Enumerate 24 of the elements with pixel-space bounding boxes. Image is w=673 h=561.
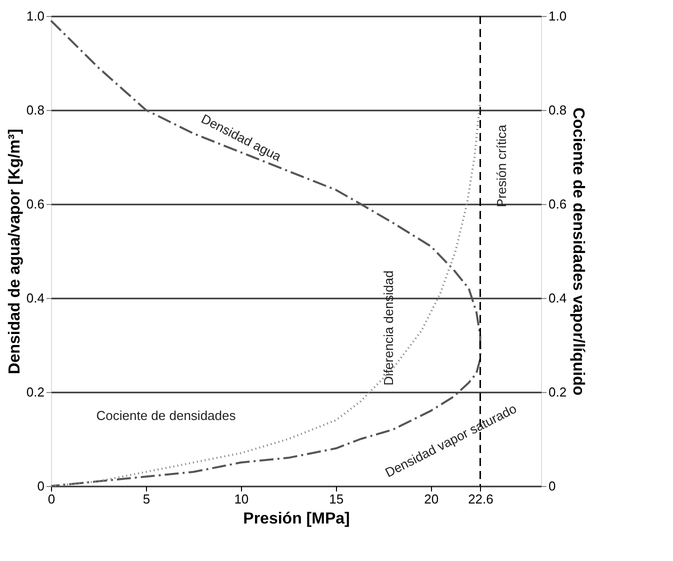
annotation: Diferencia densidad — [381, 270, 396, 386]
y-tick-label: 0.6 — [26, 196, 44, 212]
x-tick-label: 0 — [48, 492, 56, 506]
y-tick-label: 0.8 — [26, 102, 44, 118]
y2-tick-label: 0.2 — [548, 384, 567, 400]
x-tick-label: 22.6 — [468, 492, 494, 506]
y-tick-label: 0 — [37, 478, 44, 494]
y-tick-label: 1.0 — [26, 8, 44, 24]
x-tick-label: 5 — [142, 492, 150, 506]
y2-tick-label: 1.0 — [548, 8, 567, 24]
ref-line-label: Presión crítica — [494, 124, 510, 208]
annotation: Cociente de densidades — [96, 408, 236, 423]
y2-tick-label: 0 — [548, 478, 556, 494]
y2-tick-label: 0.8 — [548, 102, 567, 118]
y-tick-label: 0.4 — [26, 290, 44, 306]
y2-tick-label: 0.6 — [548, 196, 567, 212]
y-tick-label: 0.2 — [26, 384, 44, 400]
x-tick-label: 15 — [329, 492, 344, 506]
y-axis-title: Densidad de agua/vapor [Kg/m³] — [6, 128, 24, 374]
x-tick-label: 10 — [234, 492, 249, 506]
x-axis-title: Presión [MPa] — [243, 510, 350, 528]
x-tick-label: 20 — [424, 492, 439, 506]
y2-axis-title: Cociente de densidades vapor/líquido — [570, 107, 587, 396]
y2-tick-label: 0.4 — [548, 290, 567, 306]
